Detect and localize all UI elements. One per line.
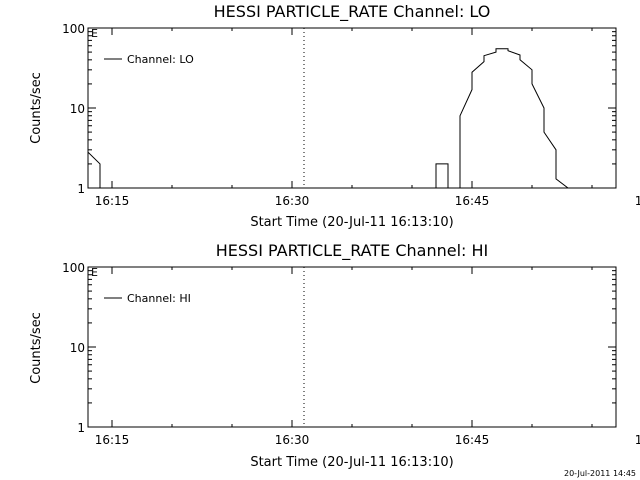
lo-series-line [87, 151, 101, 188]
lo-x-tick-label: 16:45 [455, 194, 490, 208]
lo-chart-title: HESSI PARTICLE_RATE Channel: LO [214, 2, 491, 22]
lo-y-tick-labels: 1 10 100 [62, 22, 616, 196]
hi-legend-label: Channel: HI [127, 292, 191, 305]
lo-series-line [435, 48, 569, 189]
lo-marker-label: E [91, 27, 98, 40]
lo-x-axis-label: Start Time (20-Jul-11 16:13:10) [250, 215, 453, 230]
hi-y-tick-label: 1 [77, 421, 85, 435]
hi-x-tick-label: 16:15 [95, 433, 130, 447]
lo-legend-label: Channel: LO [127, 53, 194, 66]
hi-chart-title: HESSI PARTICLE_RATE Channel: HI [216, 241, 489, 261]
hi-y-tick-label: 100 [62, 261, 85, 275]
hi-y-tick-label: 10 [70, 341, 85, 355]
hi-legend: Channel: HI [104, 292, 191, 305]
hi-y-tick-labels: 1 10 100 [62, 261, 616, 435]
hi-x-tick-label: 16:30 [275, 433, 310, 447]
hi-time-markers: ESSE [91, 266, 305, 427]
hi-x-tick-label: 16:45 [455, 433, 490, 447]
lo-y-axis-label: Counts/sec [29, 72, 44, 144]
hi-marker-label: E [91, 266, 98, 279]
lo-plot-frame [87, 27, 617, 189]
lo-time-markers: ESSE [91, 27, 305, 188]
hi-y-axis-label: Counts/sec [29, 312, 44, 384]
lo-y-tick-label: 1 [77, 182, 85, 196]
lo-x-tick-label: 16:15 [95, 194, 130, 208]
lo-legend: Channel: LO [104, 53, 194, 66]
lo-x-tick-label: 16:30 [275, 194, 310, 208]
lo-channel-panel: HESSI PARTICLE_RATE Channel: LO 16:15 16:… [29, 2, 640, 230]
lo-y-tick-label: 100 [62, 22, 85, 36]
hi-plot-frame [87, 266, 617, 428]
lo-y-tick-label: 10 [70, 102, 85, 116]
hi-channel-panel: HESSI PARTICLE_RATE Channel: HI 16:15 16:… [29, 241, 640, 470]
hi-x-axis-label: Start Time (20-Jul-11 16:13:10) [250, 455, 453, 470]
hi-x-tick-label: 17:00 [635, 433, 640, 447]
footer-timestamp: 20-Jul-2011 14:45 [564, 469, 636, 478]
lo-x-tick-label: 17:00 [635, 194, 640, 208]
